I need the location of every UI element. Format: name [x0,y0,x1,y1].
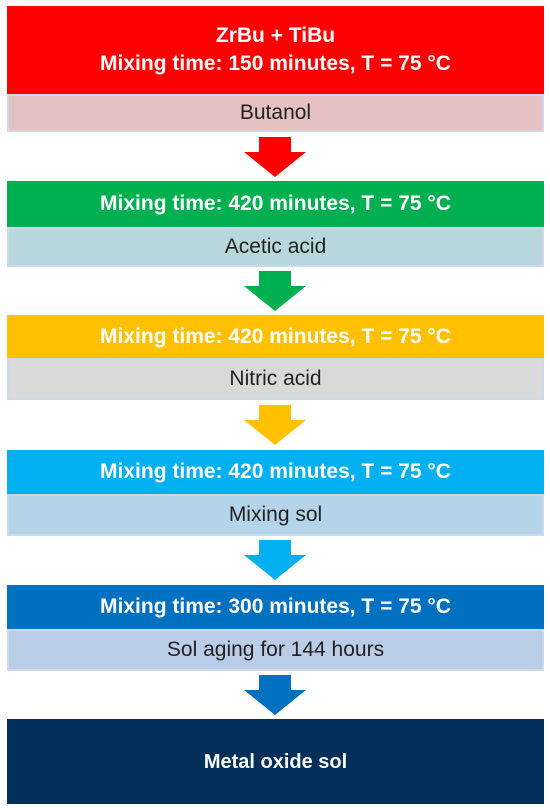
step-5-header: Mixing time: 300 minutes, T = 75 °C [7,585,544,629]
step-4-header: Mixing time: 420 minutes, T = 75 °C [7,450,544,494]
step-2-reagent: Acetic acid [7,227,544,267]
step-1-header: ZrBu + TiBu Mixing time: 150 minutes, T … [7,6,544,94]
arrow-down-1-icon [244,137,306,177]
step-1-title-line2: Mixing time: 150 minutes, T = 75 °C [100,52,451,75]
step-3-reagent: Nitric acid [7,358,544,400]
arrow-down-4-icon [244,540,306,580]
arrow-down-3-icon [244,405,306,445]
step-1-title-line1: ZrBu + TiBu [215,24,336,47]
step-3-header: Mixing time: 420 minutes, T = 75 °C [7,315,544,358]
step-1-reagent: Butanol [7,94,544,132]
step-4-reagent: Mixing sol [7,494,544,536]
arrow-down-2-icon [244,271,306,311]
final-product: Metal oxide sol [7,719,544,804]
step-2-header: Mixing time: 420 minutes, T = 75 °C [7,181,544,227]
arrow-down-5-icon [244,675,306,715]
step-5-reagent: Sol aging for 144 hours [7,629,544,671]
